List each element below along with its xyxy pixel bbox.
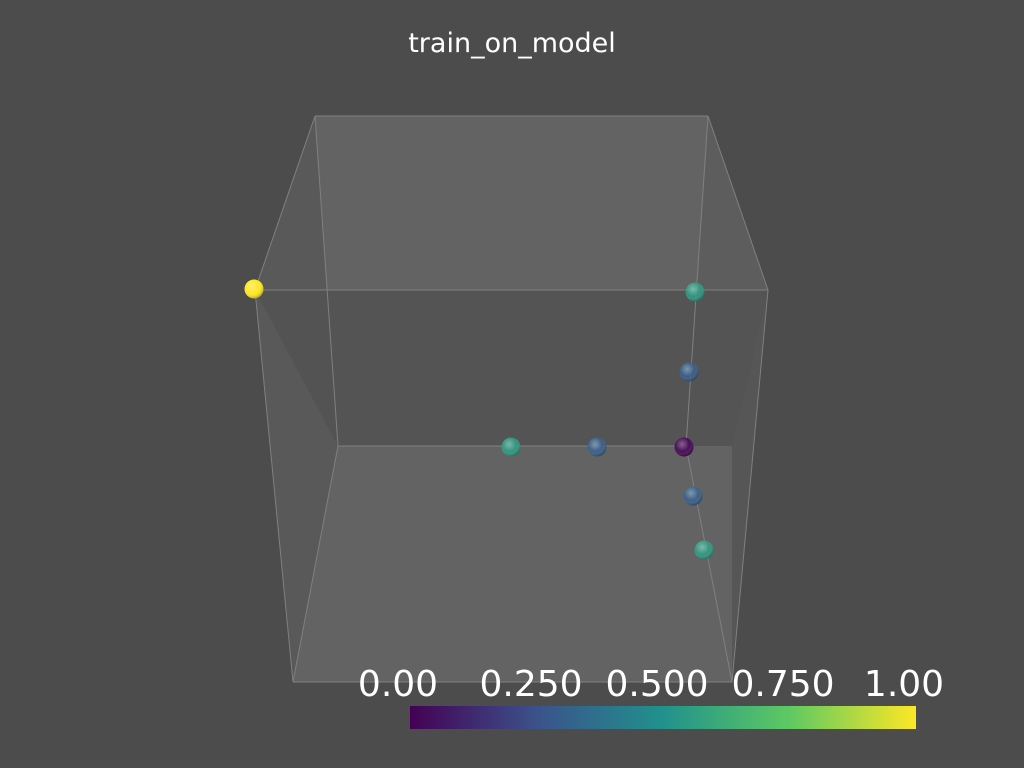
scalar-point: [683, 486, 703, 506]
points-layer: [244, 279, 714, 560]
colorbar-tick-label: 0.500: [605, 664, 709, 705]
box-body: [255, 290, 768, 446]
colorbar-tick-label: 0.750: [731, 664, 835, 705]
box-edge: [314, 115, 339, 447]
box-edge: [731, 289, 769, 683]
box-upper-right: [686, 116, 768, 440]
scalar-point: [244, 279, 264, 299]
box-edge: [254, 289, 294, 683]
box-upper-left: [255, 116, 338, 446]
scalar-point: [679, 362, 699, 382]
box-bottom-face: [293, 446, 732, 682]
colorbar-tick-label: 0.250: [479, 664, 583, 705]
box-edge: [685, 445, 733, 683]
box-edge: [292, 445, 339, 683]
box-left-side: [255, 290, 338, 682]
box-edge: [254, 115, 316, 291]
scalar-point: [685, 282, 705, 302]
bounding-box: [254, 115, 769, 683]
scalar-point: [694, 540, 714, 560]
plot-title: train_on_model: [408, 28, 616, 59]
box-edge: [707, 115, 769, 291]
colorbar-tick-label: 0.00: [357, 664, 439, 705]
scalar-point: [587, 437, 607, 457]
box-top-face: [255, 116, 768, 290]
scalar-point: [501, 437, 521, 457]
colorbar: [410, 706, 916, 729]
colorbar-tick-label: 1.00: [863, 664, 945, 705]
scalar-point: [674, 437, 694, 457]
box-edge: [685, 115, 709, 447]
